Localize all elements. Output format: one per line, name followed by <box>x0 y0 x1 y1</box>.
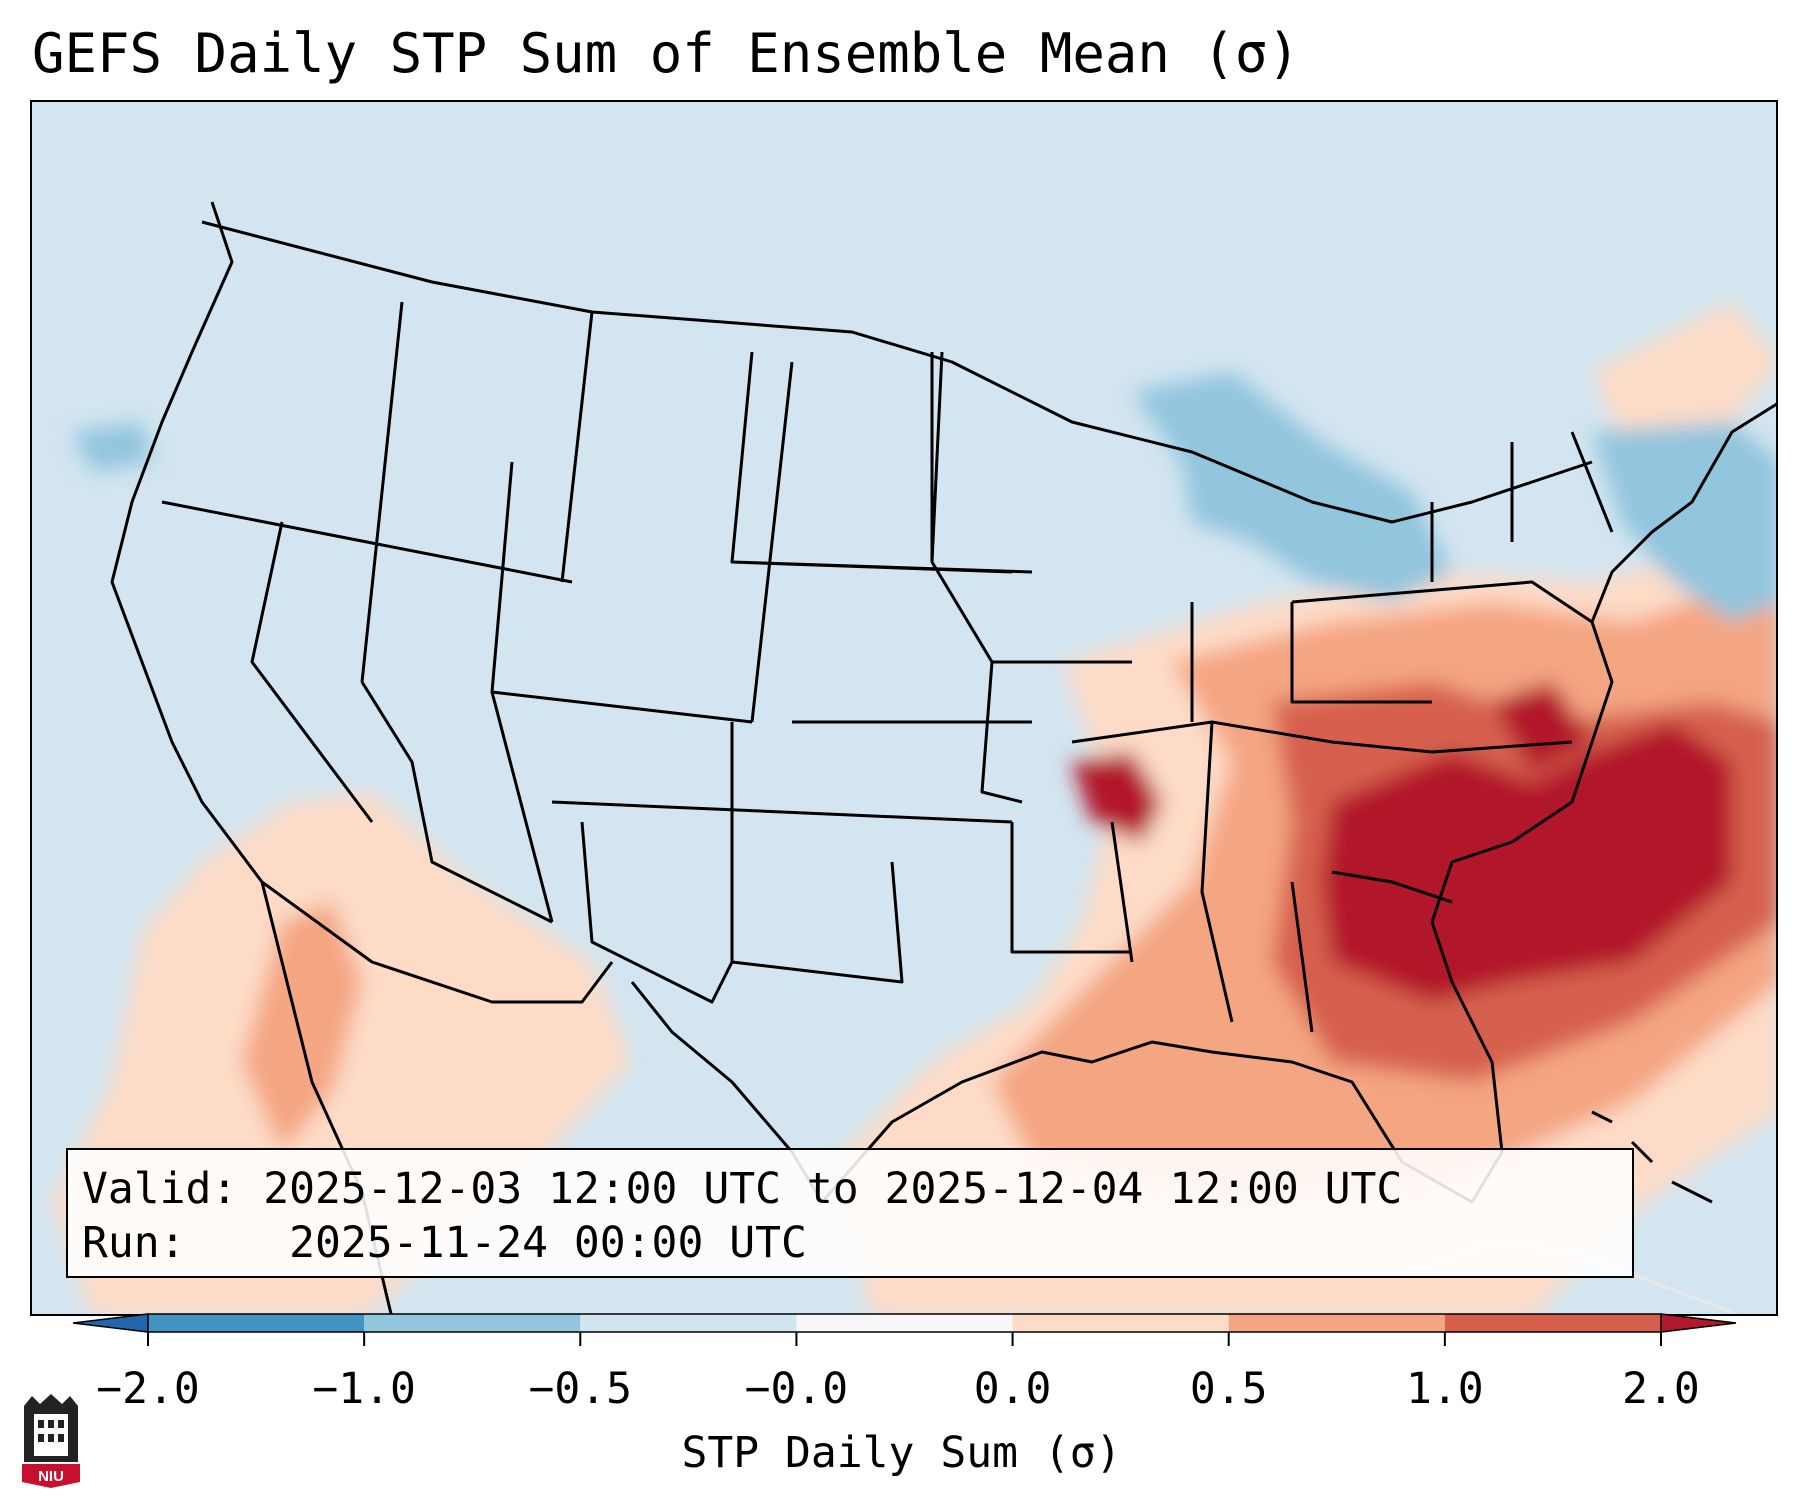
colorbar-segment <box>1228 1314 1445 1332</box>
anomaly-blue-great-lakes <box>1132 372 1452 602</box>
bahamas <box>1591 1110 1713 1204</box>
colorbar-extend-high <box>1660 1313 1737 1333</box>
colorbar-extend-low <box>72 1313 149 1333</box>
colorbar-segment <box>148 1314 365 1332</box>
anomaly-blue-northwest <box>72 422 152 472</box>
colorbar-tick-label: 0.0 <box>973 1364 1052 1414</box>
anomaly-light-red-northeast <box>1592 302 1776 462</box>
colorbar-segment <box>364 1314 581 1332</box>
map-panel <box>30 100 1778 1316</box>
us-canada-border <box>201 220 1593 524</box>
chart-title: GEFS Daily STP Sum of Ensemble Mean (σ) <box>32 22 1300 85</box>
svg-text:NIU: NIU <box>38 1468 64 1485</box>
colorbar-tick-label: 2.0 <box>1622 1364 1700 1414</box>
valid-value: 2025-12-03 12:00 UTC to 2025-12-04 12:00… <box>263 1164 1403 1214</box>
colorbar-segment <box>796 1314 1013 1332</box>
niu-logo: NIU <box>22 1394 80 1488</box>
colorbar-segments <box>72 1313 1737 1333</box>
colorbar-tick-label: −0.5 <box>528 1364 633 1414</box>
colorbar-outline <box>147 1313 1662 1333</box>
anomaly-field <box>52 302 1776 1314</box>
colorbar <box>72 1313 1737 1346</box>
anomaly-dark-red-carolinas <box>1322 722 1732 1002</box>
colorbar-segment <box>580 1314 797 1332</box>
anomaly-mid-red-baja <box>242 902 362 1152</box>
colorbar-tick-label: −2.0 <box>96 1364 200 1414</box>
map-boundaries <box>110 201 1776 1314</box>
coastline-east <box>1430 402 1776 923</box>
coastline-west <box>110 201 393 1314</box>
state-borders <box>161 301 1614 1033</box>
validity-info-box: Valid: 2025-12-03 12:00 UTC to 2025-12-0… <box>66 1148 1634 1278</box>
anomaly-dark-red-missouri <box>1072 752 1162 842</box>
anomaly-blue-new-england <box>1592 422 1776 622</box>
anomaly-map <box>52 201 1776 1314</box>
colorbar-ticks <box>147 1332 1662 1346</box>
anomaly-dark-red-virginia <box>1492 682 1592 772</box>
colorbar-tick-label: −0.0 <box>744 1364 849 1414</box>
colorbar-tick-label: 1.0 <box>1406 1364 1484 1414</box>
colorbar-segment <box>1444 1314 1661 1332</box>
run-value: 2025-11-24 00:00 UTC <box>289 1218 807 1268</box>
valid-label: Valid: <box>82 1164 238 1214</box>
colorbar-label: STP Daily Sum (σ) <box>681 1428 1122 1478</box>
colorbar-segment <box>1012 1314 1229 1332</box>
colorbar-tick-label: 0.5 <box>1189 1364 1268 1414</box>
run-label: Run: <box>82 1218 186 1268</box>
colorbar-tick-label: −1.0 <box>312 1364 416 1414</box>
